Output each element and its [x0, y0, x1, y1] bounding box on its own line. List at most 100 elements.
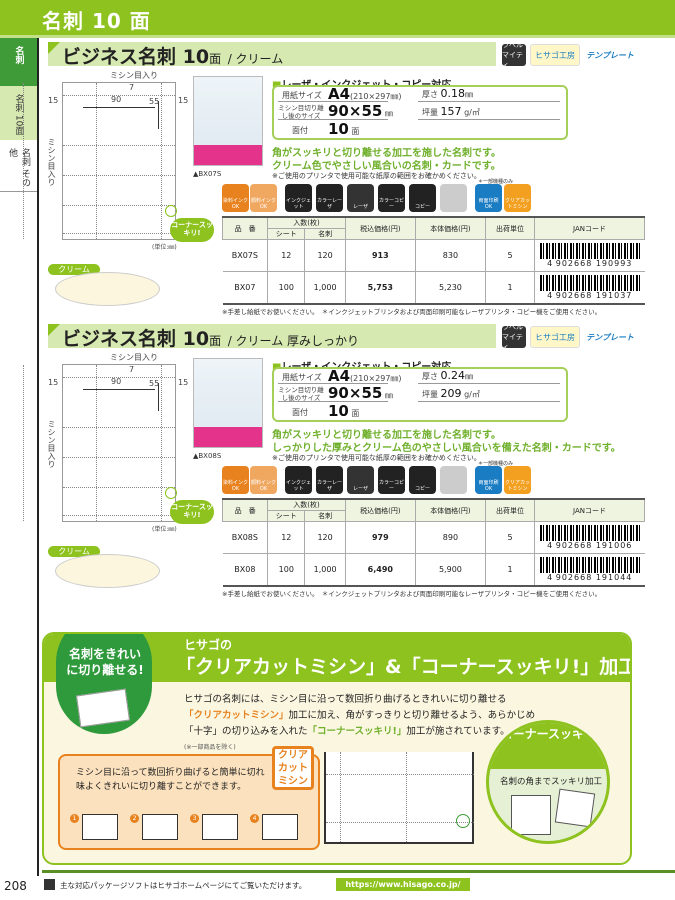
side-tab-meishi[interactable]: 名刺: [0, 38, 38, 86]
table-row: BX08S 12 120 979 890 5 4 902668 191006: [222, 521, 645, 554]
promo-body-line: 加工に加え、角がすっきりと切り離せるよう、あらかじめ: [288, 710, 536, 721]
sheet-count: 12: [267, 521, 305, 554]
product-code: BX08S: [222, 521, 268, 554]
compat-icon: 両面印刷OK: [475, 466, 502, 494]
product-image: [193, 76, 263, 166]
compat-icon: コピー: [409, 184, 436, 212]
template-logo: テンプレート: [586, 50, 634, 60]
card-illustration: [554, 788, 596, 828]
sheet-illustration: [324, 752, 474, 844]
compat-icon: コピー: [409, 466, 436, 494]
divider: [37, 38, 39, 876]
weight: 209: [440, 387, 462, 400]
image-caption: ▲BX08S: [193, 452, 222, 460]
compat-icon-label: 両面印刷OK: [478, 480, 499, 492]
page-title: 名刺 10 面: [42, 9, 151, 33]
corner-title: コーナースッキリ!: [500, 727, 602, 741]
compat-icon: クリアカットミシン: [504, 466, 531, 494]
ship-unit: 1: [484, 553, 535, 587]
promo-note: (※一部商品を除く): [184, 744, 236, 751]
price: 5,230: [414, 271, 486, 305]
compat-icon: レーザ: [347, 466, 374, 494]
product-table: 品 番入数(枚) 税込価格(円) 本体価格(円) 出荷単位 JANコード シート 名刺 B…: [221, 498, 645, 587]
cards-illustration: [76, 688, 130, 728]
hisago-kobo-logo: ヒサゴ工房: [530, 44, 580, 66]
promo-body-line: 加工が施されています。: [406, 726, 510, 737]
cut-size: 90×55: [328, 384, 383, 402]
sheet-diagram: 90 55 7: [23, 82, 177, 240]
clear-cut-badge: クリアカットミシン: [272, 746, 314, 790]
clear-cut-text: ミシン目に沿って数回折り曲げると簡単に切れ味よくきれいに切り離すことができます。: [76, 768, 265, 792]
jan-code: 902668 191037: [555, 290, 633, 300]
jan-barcode: 4 902668 191006: [534, 521, 645, 554]
compat-icon-label: カラーレーザ: [316, 480, 342, 492]
jan-barcode: 4 902668 191037: [534, 271, 645, 305]
corner-text: 名刺の角までスッキリ加工: [499, 777, 602, 787]
compat-icon-label: 染料インクOK: [222, 198, 248, 210]
compat-icon: 顔料インクOK: [250, 466, 277, 494]
table-row: BX07 100 1,000 5,753 5,230 1 4 902668 19…: [222, 271, 645, 305]
promo-body-line: ヒサゴの名刺には、ミシン目に沿って数回折り曲げるときれいに切り離せる: [184, 694, 507, 705]
side-tab-meishi-other[interactable]: 名刺 その他: [0, 140, 38, 192]
image-caption: ▲BX07S: [193, 170, 222, 178]
compat-icon: 染料インクOK: [222, 466, 249, 494]
table-row: BX07S 12 120 913 830 5 4 902668 190993: [222, 239, 645, 272]
section-title: ビジネス名刺 10面 / クリーム: [62, 46, 284, 68]
jan-code: 902668 191006: [555, 541, 633, 550]
corner-callout: コーナースッキリ! 名刺の角までスッキリ加工: [486, 720, 610, 844]
sheet-count: 100: [267, 553, 305, 587]
description: クリーム色でやさしい風合いの名刺・カードです。: [272, 161, 501, 172]
compat-icon-label: 顔料インクOK: [250, 480, 276, 492]
compat-icon: 顔料インクOK: [250, 184, 277, 212]
section-title: ビジネス名刺 10面 / クリーム 厚みしっかり: [62, 328, 360, 350]
sheet-count: 12: [267, 239, 305, 272]
compat-icon: カラーコピー: [378, 466, 405, 494]
perforation-label: ミシン目入り: [110, 71, 158, 80]
compat-icon: 染料インクOK: [222, 184, 249, 212]
fold-step: 2: [130, 814, 178, 844]
compat-icon-label: カラーレーザ: [316, 198, 342, 210]
compat-icon-label: コピー: [414, 485, 430, 492]
side-tab-meishi-10[interactable]: 名刺 10面: [0, 86, 38, 140]
cut-size: 90×55: [328, 102, 383, 120]
color-swatch: [55, 272, 160, 306]
promo-badge: 名刺をきれいに切り離せる!: [56, 634, 152, 734]
promo-title-small: ヒサゴの: [184, 638, 233, 652]
promo-badge-text: 名刺をきれいに切り離せる!: [66, 647, 144, 678]
jan-barcode: 4 902668 191044: [534, 553, 645, 587]
website-link[interactable]: https://www.hisago.co.jp/: [336, 878, 470, 891]
compat-icon: クリアカットミシン: [504, 184, 531, 212]
product-code: BX07S: [222, 239, 268, 272]
description: しっかりした厚みとクリーム色のやさしい風合いを備えた名刺・カードです。: [272, 443, 621, 454]
corner-badge: コーナースッキリ!: [170, 218, 214, 242]
price: 5,900: [414, 553, 486, 587]
compat-icon-label: クリアカットミシン: [504, 480, 530, 492]
compat-icon-label: カラーコピー: [378, 480, 404, 492]
compat-icon: インクジェット: [285, 466, 312, 494]
promo-box: 名刺をきれいに切り離せる! ヒサゴの 「クリアカットミシン」&「コーナースッキリ…: [42, 632, 632, 865]
card-count: 120: [304, 521, 346, 554]
margin-label: 15: [178, 378, 189, 387]
compat-icon-label: レーザ: [353, 485, 368, 492]
ship-unit: 1: [484, 271, 535, 305]
hisago-kobo-logo: ヒサゴ工房: [530, 326, 580, 348]
color-label: クリーム: [48, 546, 100, 557]
perforation-label: ミシン目入り: [47, 420, 56, 468]
price-tax: 913: [344, 239, 416, 272]
compat-icon: カラーレーザ: [316, 184, 343, 212]
compat-icon: カラーコピー: [378, 184, 405, 212]
promo-title: 「クリアカットミシン」&「コーナースッキリ!」加工: [176, 656, 632, 678]
compat-icon: カラーレーザ: [316, 466, 343, 494]
compat-icon-label: 顔料インクOK: [250, 198, 276, 210]
card-count: 120: [304, 239, 346, 272]
perforation-label: ミシン目入り: [110, 353, 158, 362]
weight: 157: [440, 105, 462, 118]
compat-icon-label: カラーコピー: [378, 198, 404, 210]
corner-badge: コーナースッキリ!: [170, 500, 214, 524]
compat-icon: 両面印刷OK: [475, 184, 502, 212]
compat-icon-label: インクジェット: [285, 480, 311, 492]
jan-barcode: 4 902668 190993: [534, 239, 645, 272]
section-title-bar: [48, 42, 496, 66]
sheet-count: 100: [267, 271, 305, 305]
margin-label: 15: [48, 96, 59, 105]
